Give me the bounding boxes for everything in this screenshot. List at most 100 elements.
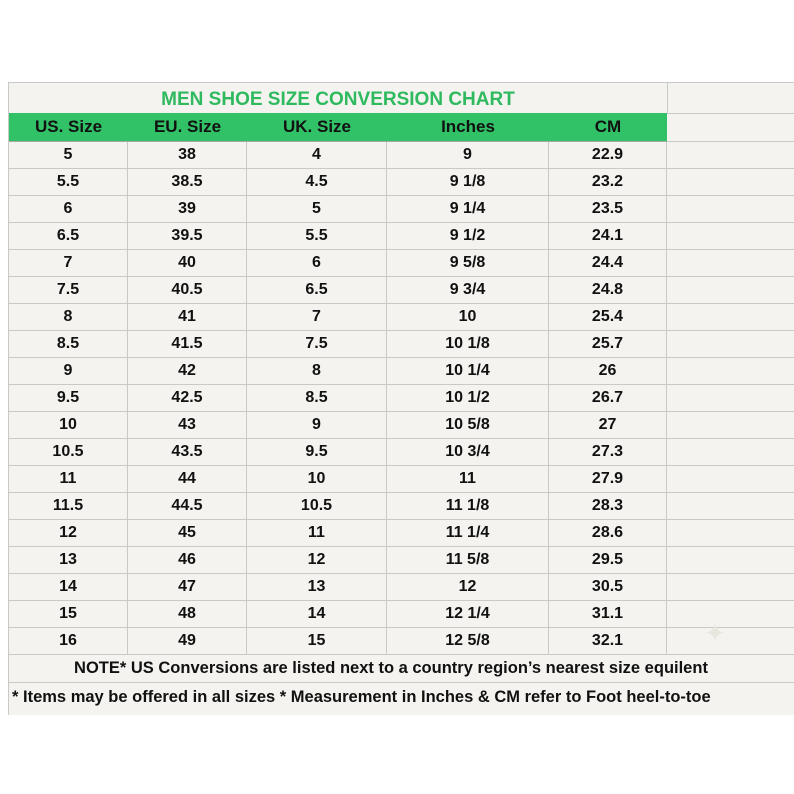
- cell-inches: 10: [387, 304, 549, 330]
- cell-eu-size: 44: [128, 466, 247, 492]
- cell-cm: 24.4: [549, 250, 667, 276]
- cell-inches: 10 1/4: [387, 358, 549, 384]
- cell-cm: 32.1: [549, 628, 667, 654]
- cell-uk-size: 6: [247, 250, 387, 276]
- cell-uk-size: 9: [247, 412, 387, 438]
- empty-cell: [667, 83, 794, 114]
- cell-uk-size: 15: [247, 628, 387, 654]
- table-body: 5 38 4 9 22.9 5.5 38.5 4.5 9 1/8 23.2 6 39 5 9 1/4 23.…: [9, 142, 794, 655]
- cell-inches: 11 5/8: [387, 547, 549, 573]
- cell-cm: 26: [549, 358, 667, 384]
- cell-inches: 11 1/8: [387, 493, 549, 519]
- table-row: 7.5 40.5 6.5 9 3/4 24.8: [9, 277, 794, 304]
- cell-cm: 23.2: [549, 169, 667, 195]
- cell-inches: 12 5/8: [387, 628, 549, 654]
- cell-inches: 11 1/4: [387, 520, 549, 546]
- cell-inches: 10 1/8: [387, 331, 549, 357]
- cell-cm: 24.8: [549, 277, 667, 303]
- cell-us-size: 16: [9, 628, 128, 654]
- cell-eu-size: 43: [128, 412, 247, 438]
- table-row: 12 45 11 11 1/4 28.6: [9, 520, 794, 547]
- header-cm: CM: [594, 117, 622, 136]
- cell-cm: 25.7: [549, 331, 667, 357]
- cell-cm: 27.3: [549, 439, 667, 465]
- cell-cm: 23.5: [549, 196, 667, 222]
- cell-uk-size: 12: [247, 547, 387, 573]
- cell-cm: 28.6: [549, 520, 667, 546]
- cell-eu-size: 39: [128, 196, 247, 222]
- table-row: 9.5 42.5 8.5 10 1/2 26.7: [9, 385, 794, 412]
- cell-inches: 12 1/4: [387, 601, 549, 627]
- cell-cm: 24.1: [549, 223, 667, 249]
- cell-inches: 10 5/8: [387, 412, 549, 438]
- cell-us-size: 9.5: [9, 385, 128, 411]
- table-row: 11.5 44.5 10.5 11 1/8 28.3: [9, 493, 794, 520]
- cell-us-size: 11.5: [9, 493, 128, 519]
- cell-uk-size: 5: [247, 196, 387, 222]
- table-row: 8 41 7 10 25.4: [9, 304, 794, 331]
- cell-us-size: 7: [9, 250, 128, 276]
- header-inches: Inches: [441, 117, 495, 136]
- empty-cell: [667, 113, 794, 142]
- cell-eu-size: 41: [128, 304, 247, 330]
- table-row: 5.5 38.5 4.5 9 1/8 23.2: [9, 169, 794, 196]
- cell-uk-size: 9.5: [247, 439, 387, 465]
- cell-uk-size: 13: [247, 574, 387, 600]
- cell-us-size: 15: [9, 601, 128, 627]
- table-row: 9 42 8 10 1/4 26: [9, 358, 794, 385]
- table-row: 14 47 13 12 30.5: [9, 574, 794, 601]
- size-chart-sheet: MEN SHOE SIZE CONVERSION CHART US. Size …: [8, 82, 794, 715]
- header-us-size: US. Size: [34, 117, 103, 136]
- cell-inches: 9 1/8: [387, 169, 549, 195]
- sparkle-icon: ✦: [704, 618, 726, 648]
- cell-uk-size: 4.5: [247, 169, 387, 195]
- table-row: 16 49 15 12 5/8 32.1: [9, 628, 794, 655]
- cell-eu-size: 38.5: [128, 169, 247, 195]
- cell-us-size: 6.5: [9, 223, 128, 249]
- cell-cm: 27.9: [549, 466, 667, 492]
- header-eu-size: EU. Size: [153, 117, 222, 136]
- cell-cm: 31.1: [549, 601, 667, 627]
- cell-eu-size: 39.5: [128, 223, 247, 249]
- cell-uk-size: 5.5: [247, 223, 387, 249]
- cell-uk-size: 7: [247, 304, 387, 330]
- cell-uk-size: 6.5: [247, 277, 387, 303]
- cell-eu-size: 46: [128, 547, 247, 573]
- table-row: 7 40 6 9 5/8 24.4: [9, 250, 794, 277]
- cell-cm: 30.5: [549, 574, 667, 600]
- table-row: 10.5 43.5 9.5 10 3/4 27.3: [9, 439, 794, 466]
- cell-uk-size: 11: [247, 520, 387, 546]
- cell-eu-size: 41.5: [128, 331, 247, 357]
- cell-cm: 29.5: [549, 547, 667, 573]
- cell-eu-size: 40.5: [128, 277, 247, 303]
- cell-eu-size: 44.5: [128, 493, 247, 519]
- cell-us-size: 10: [9, 412, 128, 438]
- table-row: 15 48 14 12 1/4 31.1: [9, 601, 794, 628]
- cell-inches: 10 3/4: [387, 439, 549, 465]
- cell-eu-size: 49: [128, 628, 247, 654]
- note-line-1: NOTE* US Conversions are listed next to …: [9, 655, 794, 683]
- cell-cm: 25.4: [549, 304, 667, 330]
- cell-cm: 22.9: [549, 142, 667, 168]
- table-row: 6.5 39.5 5.5 9 1/2 24.1: [9, 223, 794, 250]
- cell-eu-size: 42.5: [128, 385, 247, 411]
- cell-us-size: 13: [9, 547, 128, 573]
- table-row: 10 43 9 10 5/8 27: [9, 412, 794, 439]
- table-row: 13 46 12 11 5/8 29.5: [9, 547, 794, 574]
- table-row: 6 39 5 9 1/4 23.5: [9, 196, 794, 223]
- cell-eu-size: 42: [128, 358, 247, 384]
- cell-eu-size: 45: [128, 520, 247, 546]
- table-row: 5 38 4 9 22.9: [9, 142, 794, 169]
- cell-uk-size: 10: [247, 466, 387, 492]
- cell-uk-size: 14: [247, 601, 387, 627]
- cell-cm: 28.3: [549, 493, 667, 519]
- cell-eu-size: 48: [128, 601, 247, 627]
- cell-cm: 27: [549, 412, 667, 438]
- cell-uk-size: 8.5: [247, 385, 387, 411]
- cell-eu-size: 43.5: [128, 439, 247, 465]
- chart-title: MEN SHOE SIZE CONVERSION CHART: [9, 83, 668, 113]
- cell-inches: 11: [387, 466, 549, 492]
- cell-eu-size: 47: [128, 574, 247, 600]
- cell-us-size: 12: [9, 520, 128, 546]
- cell-us-size: 7.5: [9, 277, 128, 303]
